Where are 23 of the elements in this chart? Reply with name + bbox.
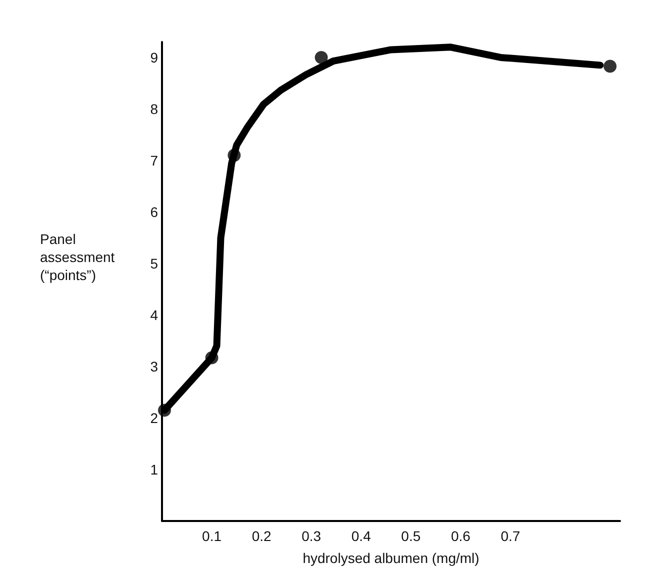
point <box>604 60 617 73</box>
x-tick-label: 0.2 <box>252 528 272 544</box>
y-axis-title: Panel assessment (“points”) <box>40 231 119 283</box>
y-tick-label: 7 <box>150 152 158 168</box>
point <box>205 351 218 364</box>
x-tick-label: 0.6 <box>450 528 471 544</box>
x-tick-label: 0.7 <box>500 528 520 544</box>
x-tick-label: 0.1 <box>202 528 222 544</box>
y-tick-label: 2 <box>150 410 158 426</box>
y-tick-label: 1 <box>150 461 158 478</box>
x-tick-label: 0.3 <box>302 528 322 544</box>
x-tick-label: 0.5 <box>401 528 421 544</box>
point <box>158 404 171 417</box>
y-tick-label: 4 <box>150 306 158 323</box>
x-tick-label: 0.4 <box>351 528 372 544</box>
point <box>314 50 328 64</box>
y-tick-label: 5 <box>150 255 158 272</box>
y-tick-label: 8 <box>150 100 158 117</box>
y-tick-label: 3 <box>150 358 158 374</box>
y-tick-label: 9 <box>150 49 158 66</box>
y-tick-label: 6 <box>150 204 158 220</box>
point <box>228 148 241 162</box>
x-axis-title: hydrolysed albumen (mg/ml) <box>302 550 480 566</box>
